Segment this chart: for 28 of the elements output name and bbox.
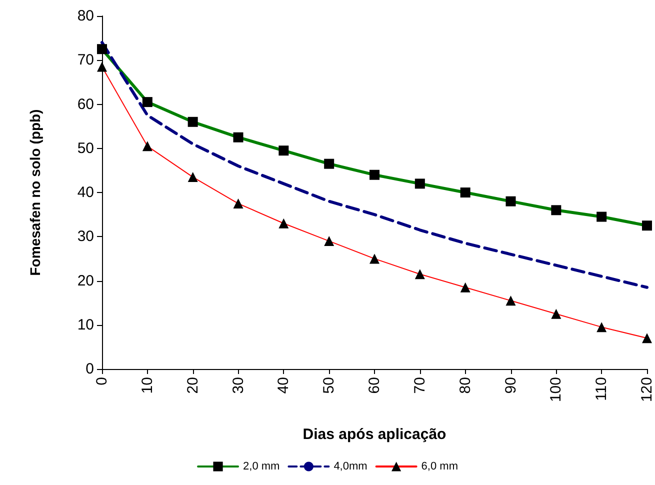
x-tick-label: 90 xyxy=(502,377,520,394)
y-tick-label: 20 xyxy=(77,272,94,290)
y-tick-label: 80 xyxy=(77,8,94,24)
x-tick-label: 40 xyxy=(275,377,292,394)
y-tick-label: 40 xyxy=(77,184,94,201)
x-tick-label: 100 xyxy=(548,377,565,402)
x-axis-title: Dias após aplicação xyxy=(302,426,446,443)
y-tick-label: 10 xyxy=(77,316,94,334)
x-tick-label: 110 xyxy=(593,377,610,401)
x-tick-label: 50 xyxy=(320,377,338,394)
legend-label: 4,0mm xyxy=(334,460,368,472)
x-tick-label: 30 xyxy=(230,377,247,394)
y-tick-label: 0 xyxy=(86,360,94,378)
legend-label: 2,0 mm xyxy=(243,460,280,472)
y-tick-label: 50 xyxy=(77,140,94,157)
x-tick-label: 120 xyxy=(638,377,655,402)
y-axis-title: Fomesafen no solo (ppb) xyxy=(27,109,43,276)
x-tick-label: 10 xyxy=(138,377,156,394)
legend-label: 6,0 mm xyxy=(421,460,458,472)
x-tick-label: 60 xyxy=(366,377,383,394)
x-tick-label: 70 xyxy=(411,377,428,394)
y-tick-label: 70 xyxy=(77,52,94,69)
line-series xyxy=(100,40,648,289)
x-tick-label: 80 xyxy=(456,377,474,394)
x-tick-label: 20 xyxy=(184,377,202,394)
y-tick-label: 60 xyxy=(77,96,94,113)
y-tick-label: 30 xyxy=(77,228,94,246)
x-tick-label: 0 xyxy=(94,377,110,386)
